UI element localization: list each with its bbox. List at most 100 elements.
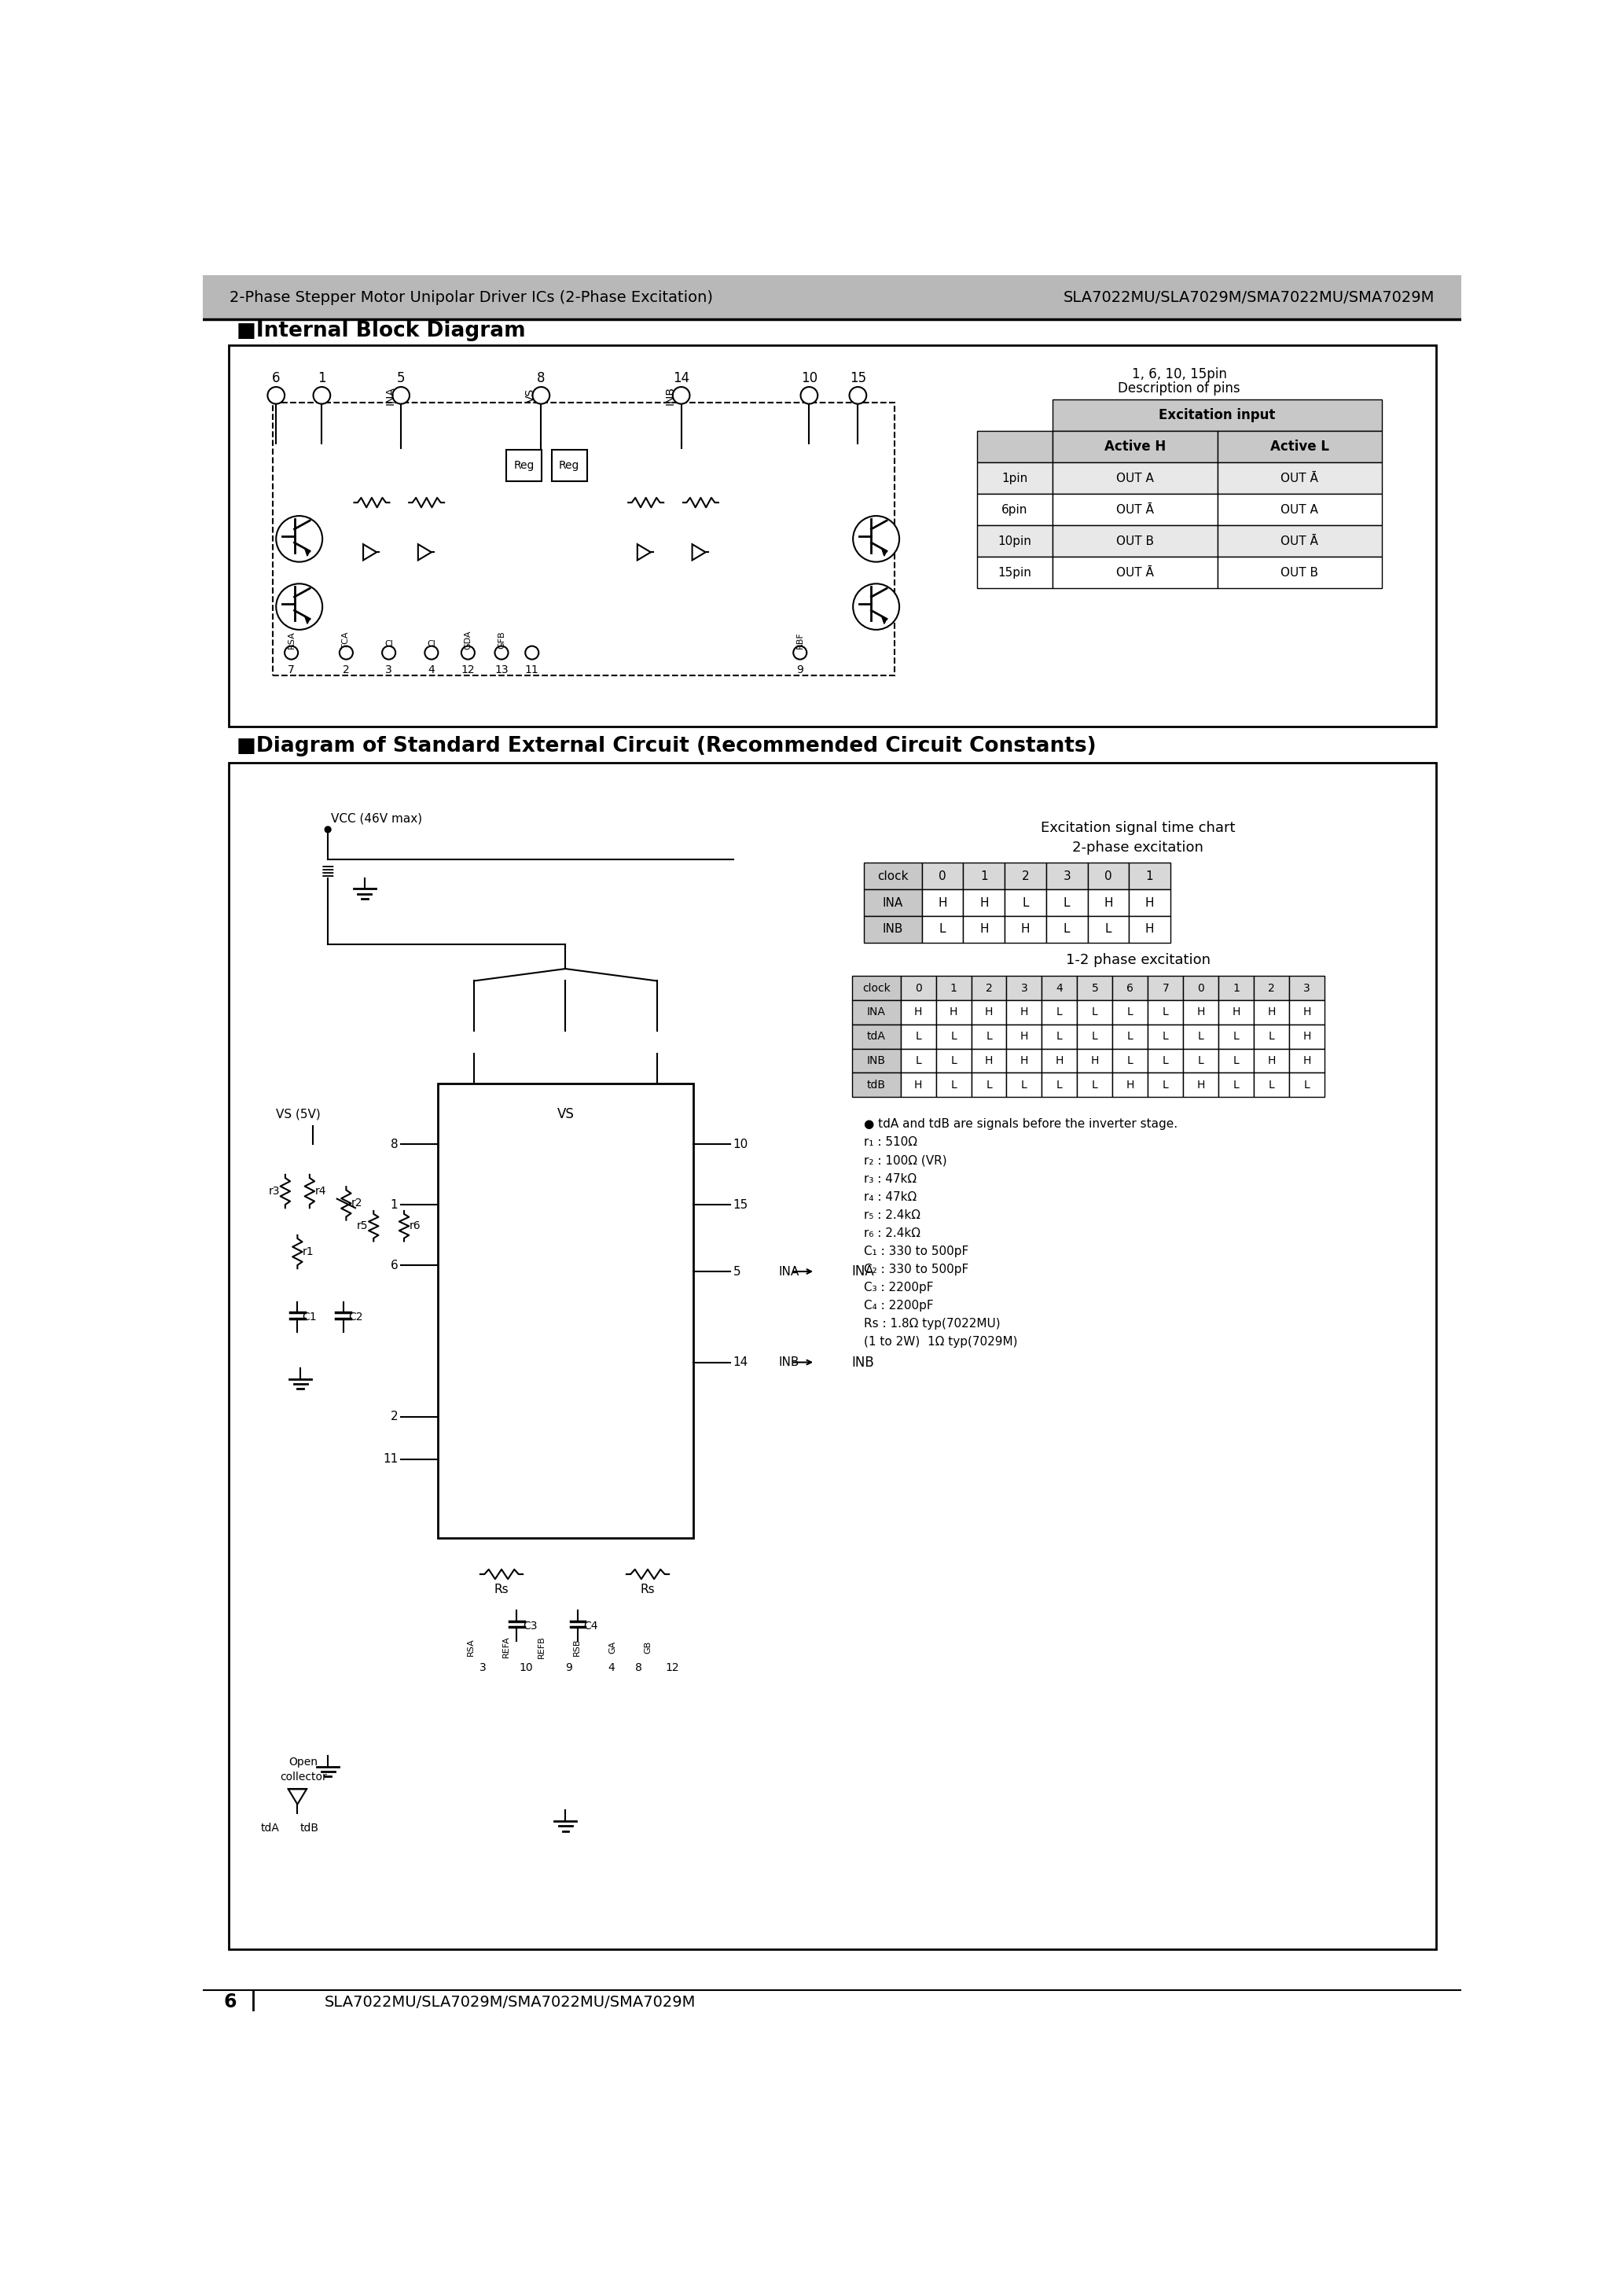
Text: 7: 7 (287, 664, 296, 675)
Circle shape (284, 645, 299, 659)
Bar (853, 1001, 901, 1024)
Circle shape (382, 645, 396, 659)
Text: 8: 8 (635, 1662, 641, 1674)
Text: Rs: Rs (494, 1584, 508, 1596)
Circle shape (525, 645, 539, 659)
Text: ≣: ≣ (320, 863, 335, 879)
Text: GB: GB (643, 1639, 651, 1653)
Bar (273, 402, 895, 675)
Text: L: L (1163, 1031, 1169, 1042)
Text: INB: INB (664, 386, 676, 404)
Bar (1077, 976, 1112, 1001)
Text: 14: 14 (672, 372, 690, 386)
Text: H: H (979, 898, 989, 909)
Bar (1254, 1049, 1289, 1072)
Text: 1, 6, 10, 15pin: 1, 6, 10, 15pin (1132, 367, 1226, 381)
Circle shape (853, 583, 900, 629)
Text: Open: Open (289, 1756, 318, 1768)
Text: H: H (1125, 1079, 1134, 1091)
Text: L: L (1021, 1079, 1028, 1091)
Bar (901, 1001, 935, 1024)
Text: H: H (1104, 898, 1112, 909)
Bar (935, 1049, 971, 1072)
Circle shape (533, 388, 549, 404)
Circle shape (276, 517, 323, 563)
Text: r2: r2 (351, 1199, 362, 1208)
Bar (1052, 526, 1218, 558)
Text: ■Internal Block Diagram: ■Internal Block Diagram (237, 321, 526, 342)
Bar (1043, 1024, 1077, 1049)
Text: RBF: RBF (796, 631, 804, 647)
Text: r3: r3 (268, 1185, 279, 1196)
Bar (1289, 1024, 1325, 1049)
Text: H: H (1021, 923, 1030, 934)
Text: H: H (914, 1079, 922, 1091)
Bar (1184, 976, 1218, 1001)
Text: H: H (1197, 1008, 1205, 1017)
Polygon shape (364, 544, 377, 560)
Text: INB: INB (882, 923, 903, 934)
Text: H: H (1302, 1008, 1311, 1017)
Text: GDA: GDA (464, 631, 473, 650)
Text: 1: 1 (1233, 983, 1239, 994)
Text: 2: 2 (1268, 983, 1275, 994)
Text: tdB: tdB (300, 1823, 318, 1835)
Text: r₁ : 510Ω: r₁ : 510Ω (864, 1137, 918, 1148)
Text: L: L (1127, 1008, 1134, 1017)
Text: L: L (1304, 1079, 1311, 1091)
Text: Excitation input: Excitation input (1160, 409, 1275, 422)
Bar (922, 889, 963, 916)
Polygon shape (882, 618, 887, 625)
Text: 1: 1 (318, 372, 326, 386)
Bar (1005, 863, 1046, 889)
Text: OUT Ā: OUT Ā (1116, 567, 1155, 579)
Text: Rs : 1.8Ω typ(7022MU): Rs : 1.8Ω typ(7022MU) (864, 1318, 1000, 1329)
Bar (935, 1024, 971, 1049)
Text: RSA: RSA (287, 631, 296, 650)
Bar (963, 889, 1005, 916)
Text: INA: INA (867, 1008, 885, 1017)
Text: 3: 3 (1064, 870, 1070, 882)
Text: tdB: tdB (867, 1079, 885, 1091)
Text: 2: 2 (343, 664, 349, 675)
Text: H: H (1302, 1031, 1311, 1042)
Bar (864, 889, 922, 916)
Text: Active H: Active H (1104, 441, 1166, 455)
Text: OUT A: OUT A (1281, 503, 1319, 517)
Bar (1184, 1024, 1218, 1049)
Bar (507, 450, 542, 482)
Text: H: H (1197, 1079, 1205, 1091)
Bar (901, 976, 935, 1001)
Bar (1052, 400, 1382, 432)
Text: REFA: REFA (502, 1637, 510, 1658)
Text: H: H (984, 1008, 992, 1017)
Text: 6: 6 (1127, 983, 1134, 994)
Bar (963, 863, 1005, 889)
Bar (1218, 976, 1254, 1001)
Text: RSA: RSA (468, 1637, 474, 1655)
Text: 10: 10 (520, 1662, 533, 1674)
Text: INA: INA (778, 1265, 799, 1277)
Bar (963, 916, 1005, 944)
Bar (1046, 916, 1088, 944)
Circle shape (801, 388, 817, 404)
Bar (1007, 976, 1043, 1001)
Bar (935, 1001, 971, 1024)
Text: 2: 2 (986, 983, 992, 994)
Text: 0: 0 (914, 983, 922, 994)
Text: L: L (1163, 1056, 1169, 1065)
Text: 14: 14 (732, 1357, 749, 1368)
Text: 1-2 phase excitation: 1-2 phase excitation (1065, 953, 1210, 967)
Text: r6: r6 (409, 1221, 421, 1231)
Text: H: H (984, 1056, 992, 1065)
Bar (552, 450, 586, 482)
Text: L: L (950, 1031, 957, 1042)
Circle shape (672, 388, 690, 404)
Text: Cl: Cl (427, 641, 435, 647)
Text: r₄ : 47kΩ: r₄ : 47kΩ (864, 1192, 918, 1203)
Text: 0: 0 (1197, 983, 1205, 994)
Text: L: L (1091, 1079, 1098, 1091)
Text: 12: 12 (666, 1662, 679, 1674)
Text: L: L (1064, 923, 1070, 934)
Text: H: H (1233, 1008, 1241, 1017)
